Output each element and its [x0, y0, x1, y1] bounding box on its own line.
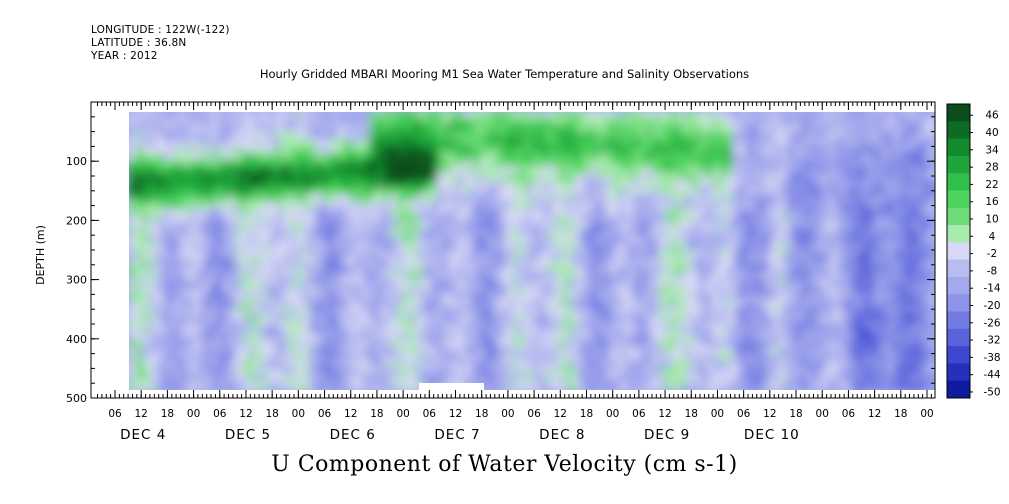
- colorbar-swatch: [947, 294, 970, 312]
- colorbar-swatch: [947, 173, 970, 191]
- y-tick-label: 300: [66, 274, 87, 287]
- colorbar-label: -50: [983, 386, 1000, 398]
- main-title: U Component of Water Velocity (cm s-1): [271, 452, 738, 477]
- colorbar-label: 22: [985, 179, 998, 191]
- colorbar-swatch: [947, 207, 970, 226]
- colorbar-label: -44: [983, 369, 1000, 381]
- y-tick-label: 100: [66, 155, 87, 168]
- x-hour-label: 00: [920, 408, 933, 420]
- x-hour-label: 06: [318, 408, 332, 420]
- colorbar: 46 40 34 28 22 16 10 4 -2 -8 -14 -20 -26 -32 -38 -44 -50: [946, 103, 1001, 399]
- x-hour-label: 00: [501, 408, 514, 420]
- latitude-label: LATITUDE : 36.8N: [91, 37, 187, 49]
- colorbar-label: 4: [989, 231, 996, 243]
- colorbar-swatch: [947, 276, 970, 295]
- y-tick-label: 400: [66, 333, 87, 346]
- colorbar-label: -32: [983, 335, 1000, 347]
- x-hour-label: 06: [423, 408, 437, 420]
- x-hour-label: 00: [711, 408, 724, 420]
- colorbar-label: 16: [985, 196, 999, 208]
- colorbar-frame: [946, 103, 971, 399]
- y-tick-label: 200: [66, 214, 87, 227]
- colorbar-label: 40: [985, 127, 998, 139]
- x-hour-label: 06: [842, 408, 856, 420]
- x-hour-label: 18: [789, 408, 802, 420]
- x-day-label: DEC 9: [644, 427, 690, 443]
- x-day-label: DEC 7: [434, 427, 480, 443]
- x-hour-label: 00: [292, 408, 305, 420]
- colorbar-label: 46: [985, 110, 999, 122]
- x-day-label: DEC 5: [225, 427, 271, 443]
- x-hour-label: 06: [213, 408, 227, 420]
- x-day-label: DEC 10: [744, 427, 800, 443]
- colorbar-swatch: [947, 363, 970, 382]
- x-hour-label: 18: [265, 408, 278, 420]
- x-hour-label: 18: [161, 408, 174, 420]
- colorbar-swatch: [947, 138, 970, 157]
- colorbar-swatch: [947, 242, 970, 261]
- colorbar-swatch: [947, 380, 970, 399]
- y-axis-label: DEPTH (m): [34, 225, 47, 285]
- x-hour-label: 12: [554, 408, 567, 420]
- x-hour-label: 12: [344, 408, 357, 420]
- y-tick-label: 500: [66, 392, 87, 405]
- colorbar-swatch: [947, 104, 970, 122]
- colorbar-swatch: [947, 328, 970, 347]
- x-hour-label: 06: [632, 408, 646, 420]
- longitude-label: LONGITUDE : 122W(-122): [91, 24, 230, 36]
- x-hour-label: 12: [763, 408, 776, 420]
- colorbar-swatch: [947, 259, 970, 278]
- missing-data-gap: [419, 383, 484, 390]
- colorbar-label: -14: [983, 283, 1000, 295]
- x-hour-label: 00: [396, 408, 409, 420]
- colorbar-label: -26: [983, 317, 1000, 329]
- x-hour-label: 00: [816, 408, 829, 420]
- x-hour-label: 12: [868, 408, 881, 420]
- colorbar-swatch: [947, 155, 970, 174]
- x-hour-label: 06: [527, 408, 541, 420]
- x-day-label: DEC 6: [330, 427, 376, 443]
- colorbar-swatch: [947, 311, 970, 330]
- chart-subtitle: Hourly Gridded MBARI Mooring M1 Sea Wate…: [259, 67, 750, 81]
- colorbar-label: -38: [983, 352, 1000, 364]
- x-hour-label: 18: [894, 408, 907, 420]
- colorbar-label: 10: [985, 214, 998, 226]
- x-day-label: DEC 4: [120, 427, 166, 443]
- x-day-label: DEC 8: [539, 427, 585, 443]
- x-hour-label: 18: [370, 408, 383, 420]
- colorbar-swatch: [947, 121, 970, 140]
- x-hour-label: 12: [658, 408, 671, 420]
- x-hour-label: 12: [135, 408, 148, 420]
- colorbar-label: -8: [987, 265, 997, 277]
- colorbar-label: -2: [987, 248, 997, 260]
- colorbar-label: 34: [985, 144, 999, 156]
- x-hour-label: 06: [737, 408, 751, 420]
- x-hour-label: 18: [685, 408, 698, 420]
- x-hour-label: 00: [606, 408, 619, 420]
- colorbar-label: 28: [985, 162, 998, 174]
- colorbar-swatch: [947, 346, 970, 364]
- x-hour-label: 18: [475, 408, 488, 420]
- x-hour-label: 00: [187, 408, 200, 420]
- colorbar-swatch: [947, 225, 970, 243]
- x-hour-label: 18: [580, 408, 593, 420]
- x-hour-label: 12: [239, 408, 252, 420]
- heatmap-field: [129, 112, 935, 390]
- x-axis: 06 12 18 00 06 12 18 00 06 12 18 00 06 12 18 00 06 12 18 00…: [97, 102, 934, 443]
- colorbar-swatch: [947, 190, 970, 209]
- x-hour-label: 12: [449, 408, 462, 420]
- colorbar-label: -20: [983, 300, 1000, 312]
- x-hour-label: 06: [108, 408, 122, 420]
- year-label: YEAR : 2012: [91, 50, 158, 62]
